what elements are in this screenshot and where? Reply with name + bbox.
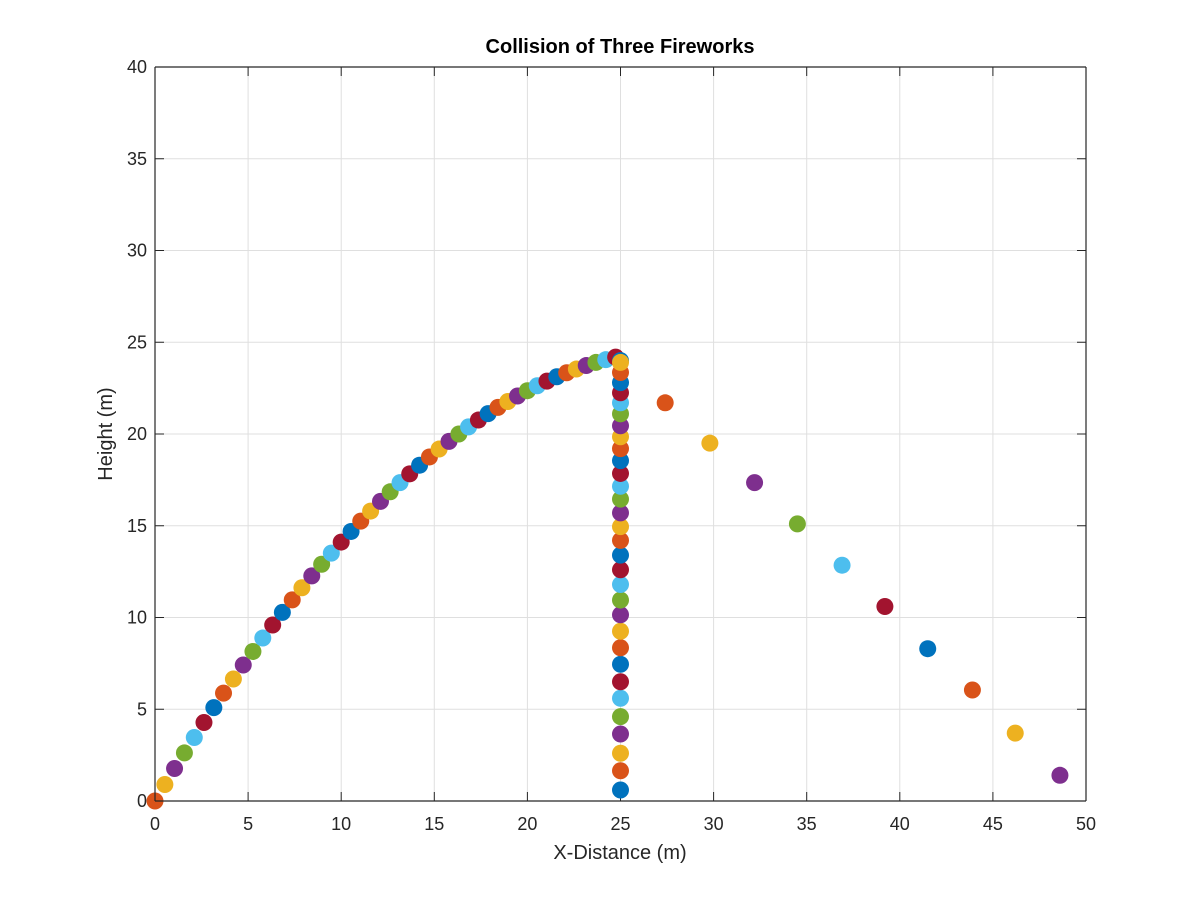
data-point [612, 673, 629, 691]
x-tick-label: 35 [797, 814, 817, 834]
ticks: 0 5 10 15 20 25 30 35 40 45 50 0 5 10 15 20 25 30 35 40 [127, 57, 1096, 834]
data-point [612, 689, 629, 707]
data-point [1051, 766, 1069, 784]
data-point [612, 561, 629, 579]
data-point [612, 708, 629, 726]
data-point [175, 744, 193, 762]
data-point [234, 656, 252, 674]
data-point [612, 606, 629, 624]
data-point [612, 477, 629, 495]
data-point [185, 729, 203, 747]
data-point [264, 616, 282, 634]
data-point [166, 760, 184, 778]
x-tick-label: 30 [704, 814, 724, 834]
y-tick-label: 10 [127, 608, 147, 628]
data-point [963, 681, 981, 699]
data-point [612, 546, 629, 564]
data-point [195, 713, 213, 731]
y-tick-label: 25 [127, 332, 147, 352]
data-point [876, 597, 894, 615]
y-tick-label: 0 [137, 791, 147, 811]
axes-box [154, 66, 1087, 802]
x-tick-label: 20 [517, 814, 537, 834]
data-point [612, 622, 629, 640]
data-point [322, 544, 340, 562]
y-tick-label: 35 [127, 149, 147, 169]
data-point [156, 775, 174, 793]
data-point [612, 490, 629, 508]
data-point [656, 394, 674, 412]
data-point [612, 504, 629, 522]
data-point [612, 575, 629, 593]
data-point [1006, 724, 1024, 742]
data-points [146, 348, 1069, 810]
x-tick-label: 25 [610, 814, 630, 834]
y-tick-label: 5 [137, 699, 147, 719]
x-tick-label: 5 [243, 814, 253, 834]
y-tick-label: 30 [127, 241, 147, 261]
x-tick-label: 50 [1076, 814, 1096, 834]
y-tick-label: 40 [127, 57, 147, 77]
data-point [215, 684, 233, 702]
data-point [313, 555, 331, 573]
data-point [701, 434, 719, 452]
data-point [612, 639, 629, 657]
data-point [612, 417, 629, 435]
chart-title: Collision of Three Fireworks [486, 36, 755, 58]
data-point [612, 452, 629, 470]
data-point [612, 781, 629, 799]
data-point [612, 762, 629, 780]
data-point [244, 642, 262, 660]
data-point [612, 353, 629, 371]
data-point [303, 567, 321, 585]
x-tick-label: 15 [424, 814, 444, 834]
data-point [612, 725, 629, 743]
y-tick-label: 15 [127, 516, 147, 536]
data-point [612, 518, 629, 536]
x-tick-label: 40 [890, 814, 910, 834]
data-point [283, 591, 301, 609]
data-point [612, 744, 629, 762]
data-point [919, 640, 937, 658]
data-point [205, 699, 223, 717]
data-point [788, 515, 806, 533]
data-point [332, 533, 350, 551]
data-point [612, 531, 629, 549]
data-point [833, 556, 851, 574]
data-point [612, 591, 629, 609]
y-tick-label: 20 [127, 424, 147, 444]
x-tick-label: 45 [983, 814, 1003, 834]
data-point [746, 474, 764, 492]
data-point [612, 655, 629, 673]
x-tick-label: 0 [150, 814, 160, 834]
data-point [254, 629, 272, 647]
data-point [293, 579, 311, 597]
x-axis-label: X-Distance (m) [553, 842, 686, 864]
data-point [273, 603, 291, 621]
data-point [612, 464, 629, 482]
data-point [224, 670, 242, 688]
y-axis-label: Height (m) [95, 387, 117, 480]
data-point [612, 440, 629, 458]
x-tick-label: 10 [331, 814, 351, 834]
